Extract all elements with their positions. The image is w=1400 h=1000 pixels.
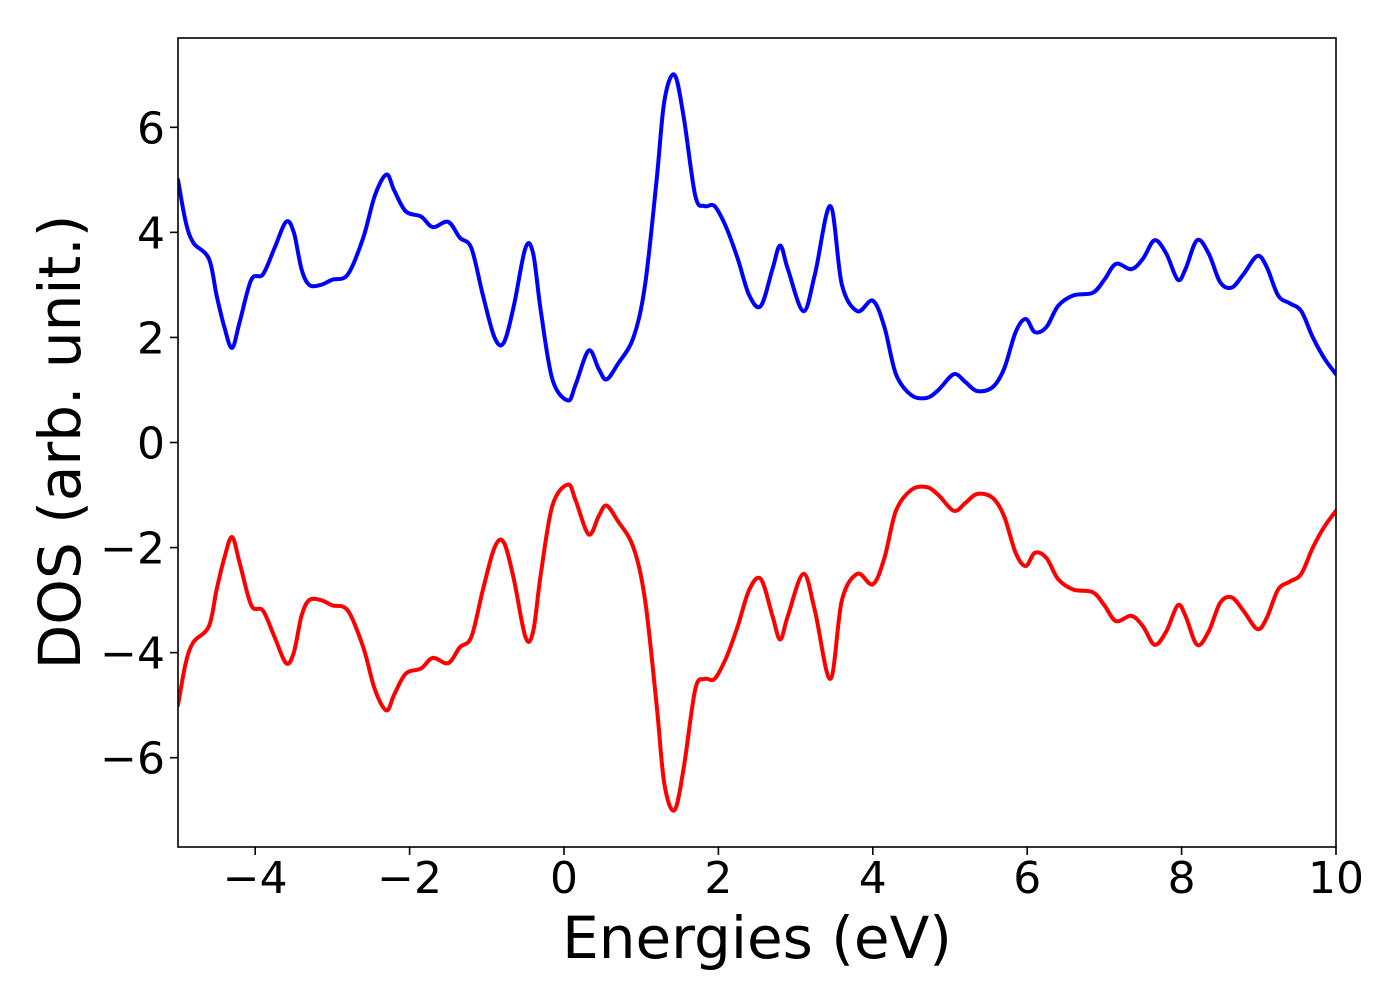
- series-layer: [178, 72, 1336, 813]
- x-tick-label: 6: [1013, 853, 1041, 904]
- y-axis: −6 −4 −2 0 2 4 6: [100, 103, 178, 785]
- y-tick-label: 6: [137, 103, 165, 154]
- x-tick-label: 2: [704, 853, 732, 904]
- y-tick-label: 0: [137, 419, 165, 470]
- x-tick-label: 8: [1168, 853, 1196, 904]
- x-tick-label: 4: [859, 853, 887, 904]
- x-tick-label: 10: [1308, 853, 1364, 904]
- y-tick-label: −6: [100, 734, 165, 785]
- x-tick-label: −2: [377, 853, 442, 904]
- y-tick-label: −4: [100, 629, 165, 680]
- series-line-2: [178, 482, 1336, 813]
- x-tick-label: 0: [550, 853, 578, 904]
- series-line-1: [178, 72, 1336, 403]
- x-axis-label: Energies (eV): [562, 904, 952, 972]
- x-axis: −4 −2 0 2 4 6 8 10: [223, 847, 1364, 904]
- y-tick-label: −2: [100, 524, 165, 575]
- y-tick-label: 2: [137, 313, 165, 364]
- x-tick-label: −4: [223, 853, 288, 904]
- y-axis-label: DOS (arb. unit.): [26, 215, 94, 670]
- y-tick-label: 4: [137, 208, 165, 259]
